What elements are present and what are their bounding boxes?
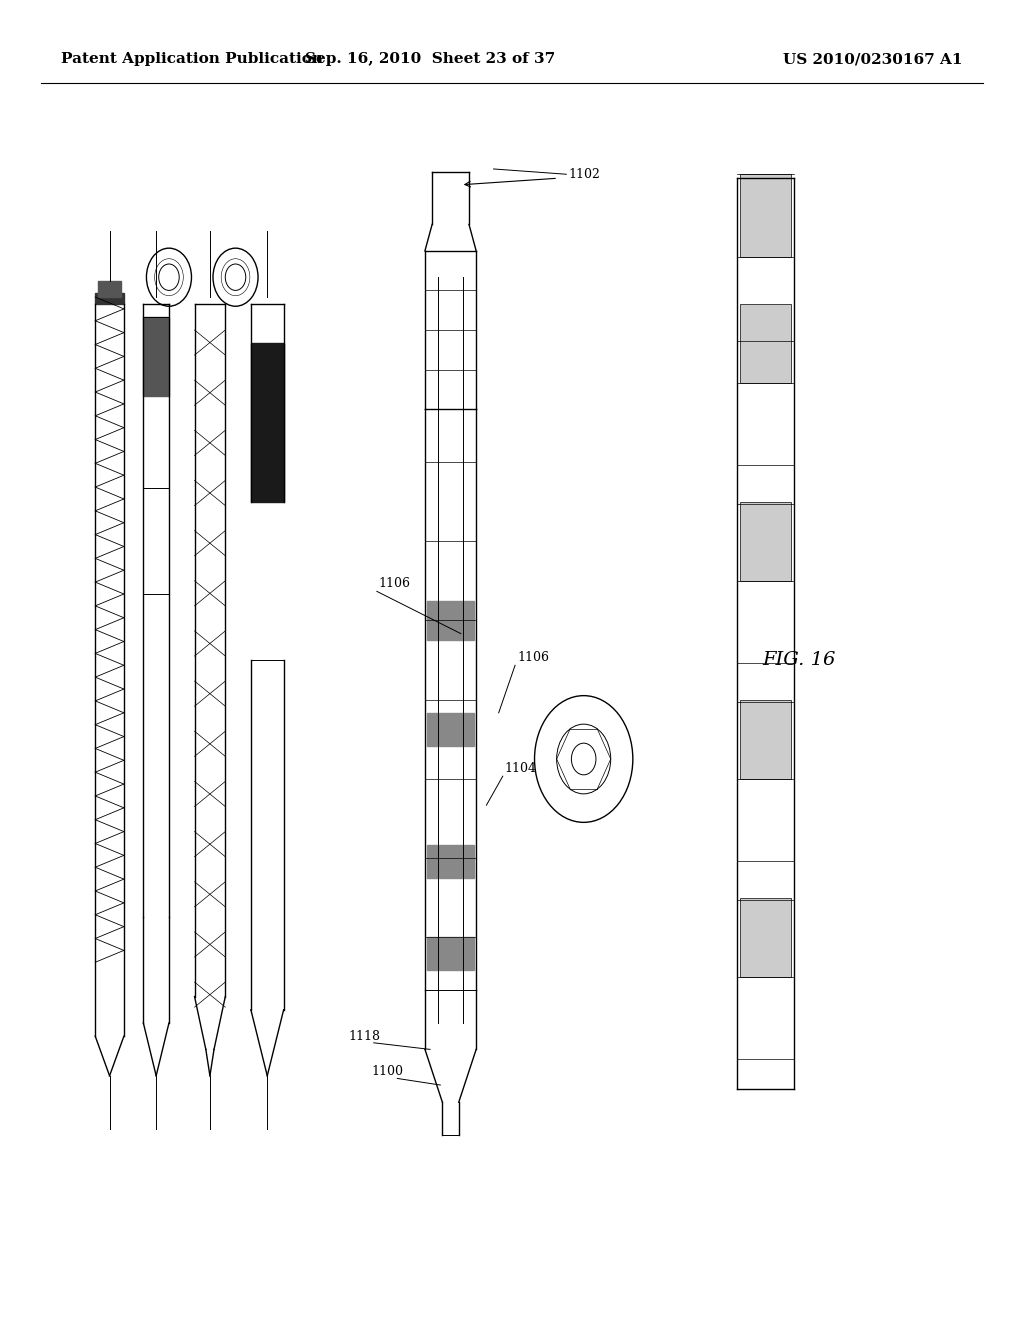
- Bar: [740, 898, 791, 977]
- Text: 1100: 1100: [372, 1065, 403, 1078]
- Bar: [740, 502, 791, 581]
- Bar: [98, 281, 121, 297]
- Bar: [427, 845, 474, 878]
- Bar: [95, 293, 124, 304]
- Bar: [740, 174, 791, 257]
- Text: Patent Application Publication: Patent Application Publication: [61, 53, 324, 66]
- Text: Sep. 16, 2010  Sheet 23 of 37: Sep. 16, 2010 Sheet 23 of 37: [305, 53, 555, 66]
- Bar: [143, 317, 169, 396]
- Bar: [251, 343, 284, 502]
- Bar: [427, 713, 474, 746]
- Text: 1106: 1106: [379, 577, 411, 590]
- Text: 1106: 1106: [517, 651, 549, 664]
- Text: US 2010/0230167 A1: US 2010/0230167 A1: [783, 53, 963, 66]
- Text: FIG. 16: FIG. 16: [762, 651, 836, 669]
- Bar: [427, 601, 474, 640]
- Bar: [427, 937, 474, 970]
- Text: 1104: 1104: [505, 762, 537, 775]
- Text: 1102: 1102: [568, 168, 600, 181]
- Bar: [740, 304, 791, 383]
- Bar: [740, 700, 791, 779]
- Text: 1118: 1118: [348, 1030, 380, 1043]
